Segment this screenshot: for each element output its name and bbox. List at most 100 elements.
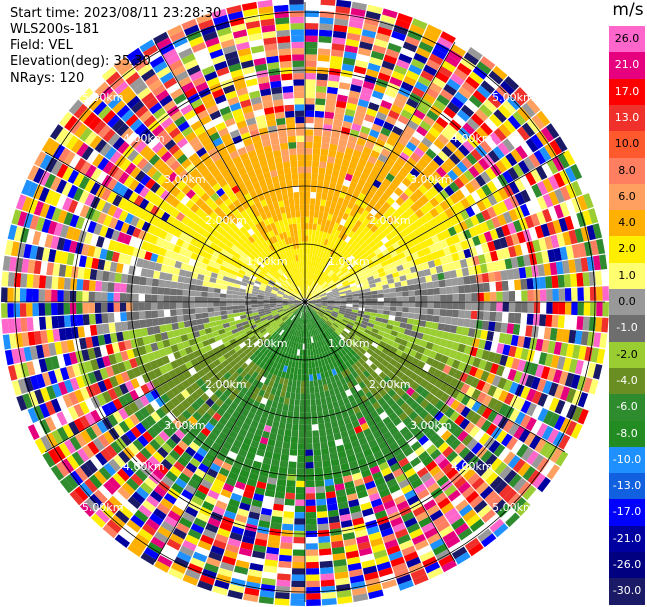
velocity-gate: [155, 385, 166, 397]
velocity-gate: [433, 369, 443, 379]
velocity-gate: [245, 389, 253, 398]
velocity-gate: [294, 361, 299, 369]
velocity-gate: [577, 408, 589, 425]
velocity-gate: [278, 321, 285, 327]
velocity-gate: [378, 388, 388, 398]
velocity-gate: [327, 247, 333, 254]
velocity-gate: [275, 408, 283, 416]
velocity-gate: [340, 303, 347, 307]
velocity-gate: [378, 206, 387, 216]
velocity-gate: [319, 10, 335, 19]
velocity-gate: [335, 577, 350, 586]
velocity-gate: [330, 395, 338, 403]
velocity-gate: [290, 593, 305, 600]
velocity-gate: [138, 294, 145, 302]
velocity-gate: [358, 307, 365, 312]
velocity-gate: [244, 403, 253, 412]
velocity-gate: [414, 289, 422, 296]
velocity-gate: [320, 567, 334, 575]
velocity-gate: [357, 541, 371, 551]
velocity-gate: [373, 202, 382, 212]
velocity-gate: [285, 391, 291, 399]
velocity-gate: [228, 498, 240, 508]
velocity-gate: [362, 317, 370, 323]
velocity-gate: [239, 469, 250, 479]
velocity-gate: [314, 360, 319, 368]
velocity-gate: [334, 157, 343, 166]
velocity-gate: [64, 474, 79, 490]
velocity-gate: [334, 268, 341, 275]
velocity-gate: [485, 514, 501, 528]
velocity-gate: [355, 228, 363, 236]
velocity-gate: [357, 98, 370, 108]
velocity-gate: [349, 181, 357, 190]
velocity-gate: [223, 549, 238, 560]
velocity-gate: [347, 342, 355, 349]
velocity-gate: [200, 534, 214, 545]
velocity-gate: [474, 368, 484, 380]
velocity-gate: [56, 461, 70, 477]
velocity-gate: [198, 416, 209, 427]
velocity-gate: [246, 517, 259, 526]
velocity-gate: [44, 289, 52, 302]
velocity-gate: [434, 214, 444, 225]
velocity-gate: [444, 207, 455, 219]
velocity-gate: [346, 556, 361, 565]
velocity-gate: [342, 212, 349, 221]
velocity-gate: [143, 460, 156, 473]
velocity-gate: [360, 502, 372, 511]
velocity-gate: [331, 368, 338, 376]
velocity-gate: [250, 392, 258, 401]
velocity-gate: [454, 414, 465, 426]
velocity-gate: [322, 266, 328, 273]
velocity-gate: [371, 294, 378, 299]
velocity-gate: [479, 104, 493, 118]
velocity-gate: [306, 292, 309, 299]
velocity-gate: [181, 451, 193, 462]
velocity-gate: [241, 535, 255, 545]
velocity-gate: [392, 446, 403, 457]
velocity-gate: [449, 136, 462, 149]
velocity-gate: [385, 115, 397, 126]
velocity-gate: [347, 428, 356, 437]
velocity-gate: [273, 333, 279, 340]
velocity-gate: [150, 389, 161, 400]
velocity-gate: [335, 151, 345, 160]
velocity-gate: [310, 274, 314, 281]
velocity-gate: [327, 80, 339, 88]
velocity-gate: [339, 291, 346, 295]
velocity-gate: [383, 302, 391, 307]
velocity-gate: [315, 198, 321, 206]
velocity-gate: [161, 415, 172, 426]
velocity-gate: [493, 239, 502, 250]
velocity-gate: [185, 462, 198, 474]
velocity-gate: [345, 487, 357, 496]
velocity-gate: [568, 259, 577, 273]
velocity-gate: [273, 340, 279, 348]
velocity-gate: [365, 237, 373, 245]
velocity-gate: [333, 277, 340, 283]
velocity-gate: [383, 332, 391, 339]
velocity-gate: [227, 589, 244, 600]
velocity-gate: [224, 456, 235, 466]
velocity-gate: [447, 489, 461, 502]
velocity-gate: [226, 309, 234, 315]
velocity-gate: [388, 441, 400, 452]
velocity-gate: [420, 388, 430, 399]
velocity-gate: [317, 379, 323, 387]
velocity-gate: [534, 438, 547, 453]
velocity-gate: [311, 166, 319, 174]
velocity-gate: [89, 269, 98, 280]
velocity-gate: [420, 169, 431, 180]
velocity-gate: [82, 279, 90, 291]
velocity-gate: [529, 362, 539, 376]
velocity-gate: [391, 147, 402, 157]
velocity-gate: [324, 478, 334, 487]
velocity-gate: [190, 523, 205, 534]
velocity-gate: [51, 276, 59, 289]
velocity-gate: [501, 280, 509, 291]
velocity-gate: [463, 276, 471, 285]
velocity-gate: [424, 402, 435, 413]
velocity-gate: [164, 316, 172, 325]
velocity-gate: [381, 318, 389, 324]
